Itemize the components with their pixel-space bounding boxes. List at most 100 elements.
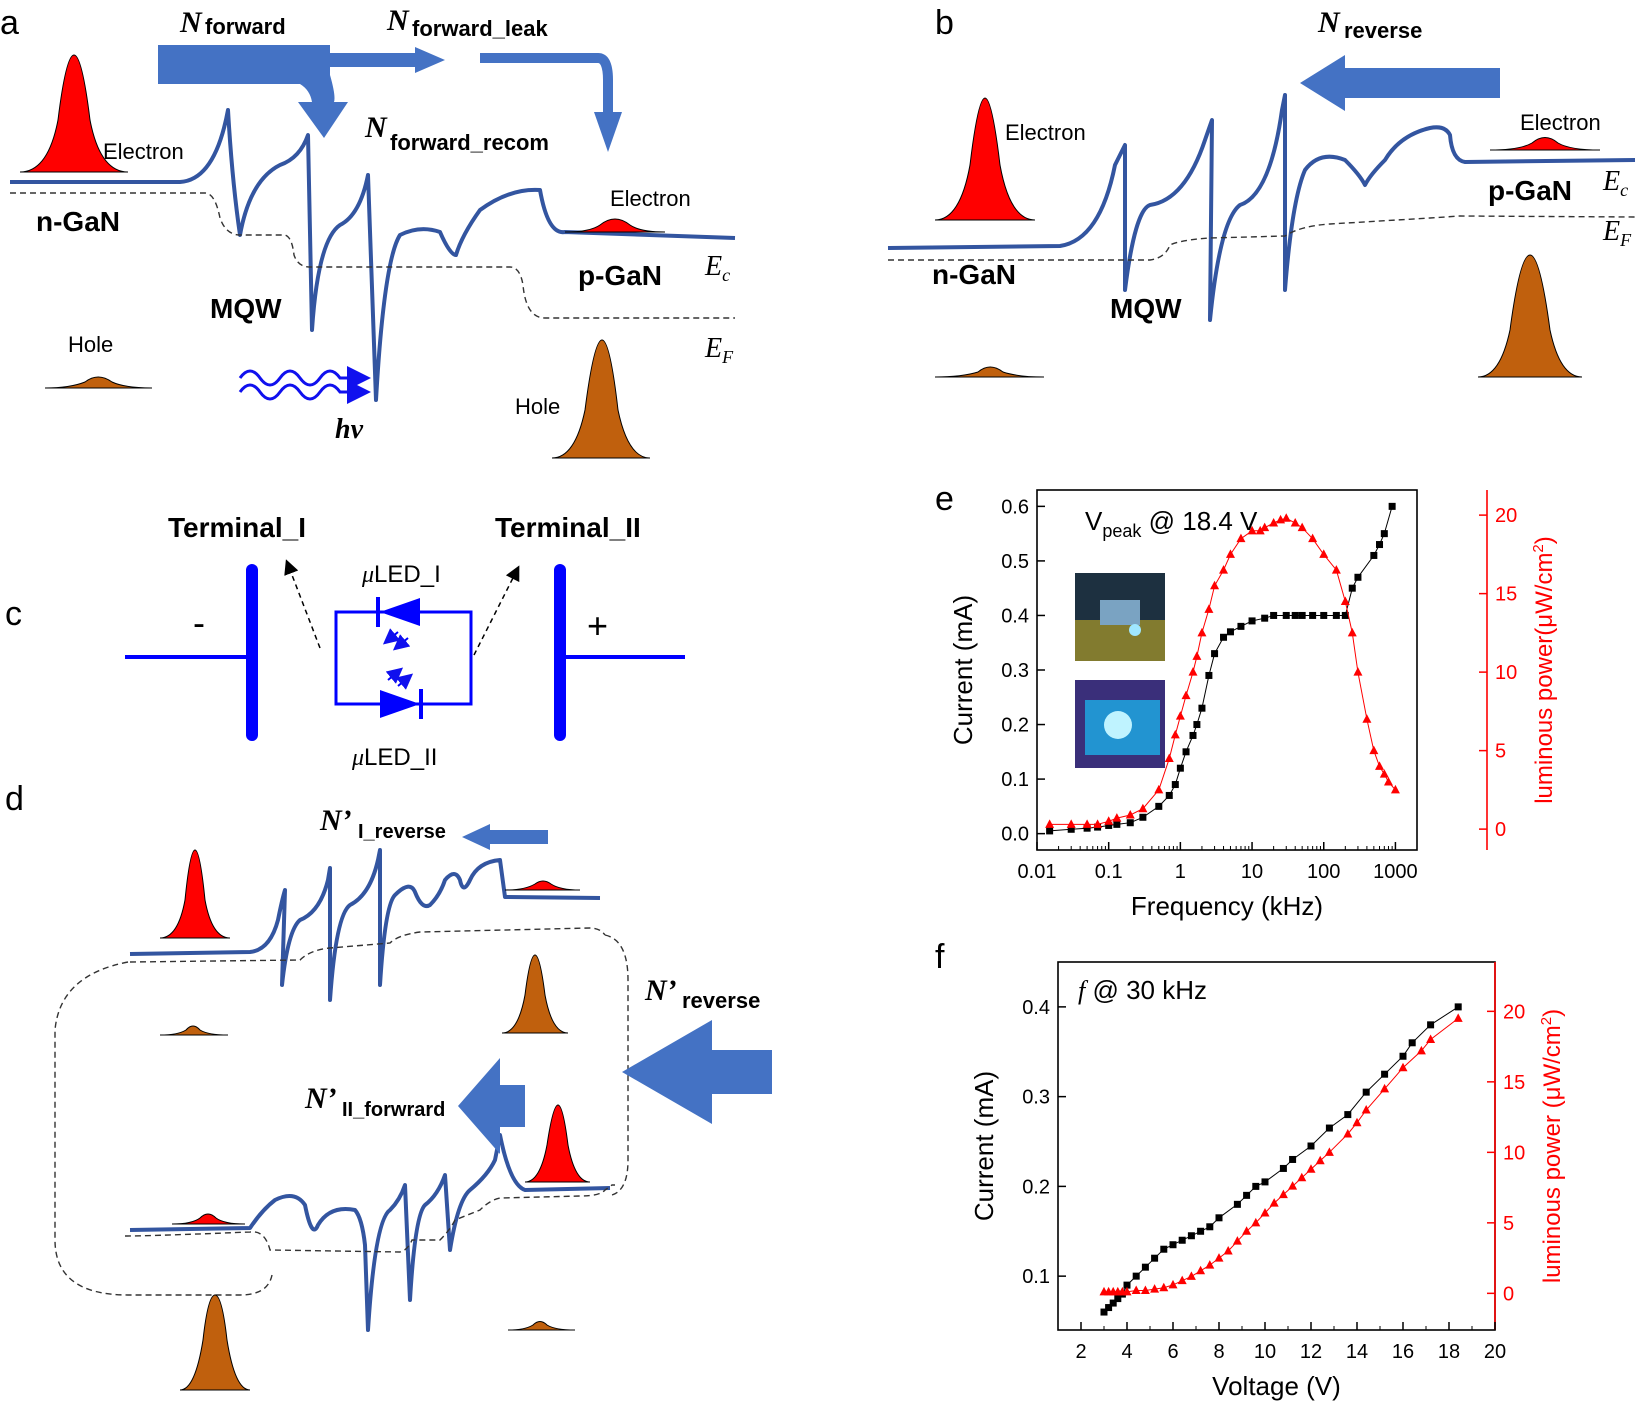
e-power-point: [1045, 819, 1055, 828]
e-power-point: [1379, 769, 1389, 778]
e-current-point: [1237, 622, 1245, 630]
e-current-point: [1370, 551, 1378, 559]
f-power-point: [1269, 1198, 1279, 1207]
e-ytick-label: 0.6: [1001, 496, 1029, 518]
e-power-point: [1269, 517, 1279, 527]
forward-leak-arrow: [330, 47, 445, 73]
panel-c: c Terminal_I Terminal_II - + μLED_I μLED…: [5, 512, 685, 771]
f-current-point: [1151, 1254, 1159, 1262]
f-power-point: [1315, 1155, 1325, 1165]
electron-distribution-d-top-left: [159, 849, 231, 939]
e-power-point: [1175, 711, 1185, 720]
e-current-point: [1270, 611, 1278, 619]
n-reverse-sub-d: reverse: [682, 988, 760, 1013]
terminal-1-pointer: [284, 559, 321, 649]
e-annotation: Vpeak @ 18.4 V: [1085, 506, 1258, 541]
f-power-point: [1343, 1129, 1353, 1138]
e-power-point: [1390, 784, 1400, 794]
e-y2tick-label: 15: [1495, 584, 1517, 606]
f-current-point: [1187, 1232, 1195, 1240]
f-y2tick-label: 15: [1503, 1072, 1525, 1094]
f-current-point: [1279, 1164, 1287, 1172]
e-power-point: [1104, 816, 1114, 825]
p-gan-label-b: p-GaN: [1488, 175, 1572, 206]
e-power-point: [1319, 549, 1329, 558]
band-curve-a: [10, 108, 736, 402]
f-current-line: [1103, 1006, 1459, 1313]
e-current-point: [1113, 820, 1121, 828]
n-reverse-sub-b: reverse: [1344, 18, 1422, 43]
e-y2tick-label: 20: [1495, 505, 1517, 527]
e-power-point: [1331, 565, 1341, 574]
f-xtick-label: 16: [1392, 1341, 1414, 1363]
f-power-point: [1251, 1217, 1261, 1227]
f-xtick-label: 12: [1300, 1341, 1322, 1363]
e-power-point: [1138, 803, 1148, 813]
e-current-point: [1320, 611, 1328, 619]
hole-distribution-d-top-left: [159, 1025, 229, 1036]
emission-arrows: [382, 628, 414, 690]
e-ytick-label: 0.2: [1001, 715, 1029, 737]
e-current-point: [1332, 611, 1340, 619]
e-y2tick-label: 0: [1495, 819, 1506, 841]
forward-arrow: [158, 45, 348, 138]
f-power-point: [1361, 1105, 1371, 1114]
e-current-point: [1126, 819, 1134, 827]
electron-distribution-d-top-right: [504, 880, 581, 891]
e-current-point: [1189, 731, 1197, 739]
band-curve-d-top: [129, 848, 601, 1002]
hole-distribution-d-top-right: [501, 954, 569, 1034]
f-xtick-label: 20: [1484, 1341, 1506, 1363]
electron-label-right-b: Electron: [1520, 110, 1601, 135]
f-y2label: luminous power (μW/cm2): [1538, 1009, 1566, 1283]
e-y2tick-label: 5: [1495, 741, 1506, 763]
terminal-1-label: Terminal_I: [168, 512, 306, 543]
e-ytick-label: 0.0: [1001, 824, 1029, 846]
f-ytick-label: 0.4: [1022, 997, 1050, 1019]
f-current-point: [1197, 1227, 1205, 1235]
e-power-point: [1154, 784, 1164, 794]
connector-loop-right: [604, 934, 629, 1196]
f-xtick-label: 4: [1121, 1341, 1132, 1363]
e-current-point: [1226, 628, 1234, 636]
f-current-point: [1160, 1245, 1168, 1253]
f-power-point: [1398, 1062, 1408, 1072]
hole-distribution-left-a: [44, 376, 153, 389]
f-current-point: [1169, 1241, 1177, 1249]
f-current-point: [1344, 1111, 1352, 1119]
e-power-point: [1353, 667, 1363, 676]
e-ylabel: Current (mA): [948, 595, 978, 745]
led-loop: [334, 610, 473, 706]
e-current-point: [1171, 781, 1179, 789]
e-power-point: [1297, 522, 1307, 532]
photo-inset-top-glow: [1129, 624, 1141, 636]
panel-a: a N forward N forward_leak N forward_rec…: [0, 4, 736, 459]
e-ytick-label: 0.1: [1001, 769, 1029, 791]
e-power-line: [1049, 517, 1396, 825]
band-curve-b: [887, 93, 1636, 322]
f-current-point: [1215, 1214, 1223, 1222]
e-current-point: [1182, 748, 1190, 756]
photon-wave-upper: [238, 366, 371, 390]
leak-down-arrowhead: [594, 112, 622, 152]
led-2-triangle: [380, 690, 420, 718]
electron-distribution-d-bottom-left: [171, 1213, 246, 1225]
reverse-arrow-b: [1300, 55, 1500, 111]
e-current-point: [1220, 633, 1228, 641]
e-power-point: [1236, 533, 1246, 543]
n-forward-main: N: [179, 6, 203, 39]
hole-distribution-d-bottom-left: [179, 1294, 251, 1391]
f-y2tick-label: 5: [1503, 1213, 1514, 1235]
electron-label-left-b: Electron: [1005, 120, 1086, 145]
e-power-point: [1093, 819, 1103, 828]
e-current-point: [1211, 650, 1219, 658]
e-power-point: [1369, 745, 1379, 755]
photon-wave-lower: [238, 380, 371, 404]
f-power-point: [1288, 1181, 1298, 1190]
e-current-point: [1348, 584, 1356, 592]
electron-label-right-a: Electron: [610, 186, 691, 211]
f-power-point: [1223, 1246, 1233, 1255]
f-power-point: [1453, 1013, 1463, 1022]
f-y2tick-label: 20: [1503, 1001, 1525, 1023]
e-current-point: [1046, 827, 1054, 835]
